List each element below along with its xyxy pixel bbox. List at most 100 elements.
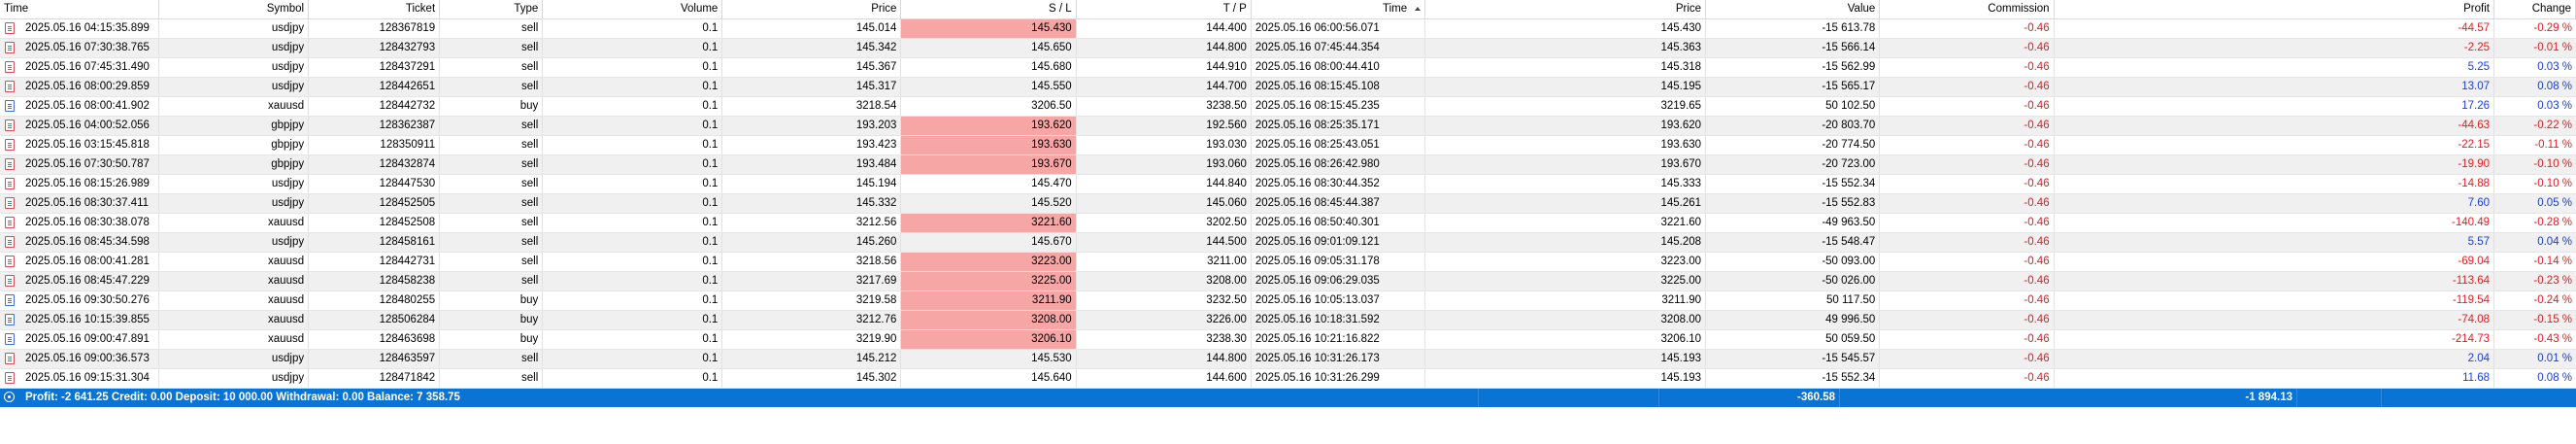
cell-price2: 145.195 [1425,78,1707,96]
cell-time: 2025.05.16 09:00:47.891 [0,330,159,349]
cell-sl: 145.520 [901,194,1077,213]
cell-time2: 2025.05.16 08:15:45.235 [1252,97,1426,116]
cell-commission: -0.46 [1880,272,2055,290]
cell-commission: -0.46 [1880,19,2055,38]
cell-tp: 144.840 [1077,175,1252,193]
cell-change: -0.24 % [2533,294,2573,306]
cell-price: 193.484 [722,155,902,174]
table-row[interactable]: 2025.05.16 09:30:50.276 xauusd 128480255 bu… [0,291,2576,311]
cell-volume: 0.1 [543,311,723,329]
cell-volume: 0.1 [543,350,723,368]
table-row[interactable]: 2025.05.16 08:00:41.902 xauusd 128442732 bu… [0,97,2576,117]
cell-tp: 144.600 [1077,369,1252,388]
cell-profit: -69.04 [2055,253,2495,271]
cell-change: 0.01 % [2537,353,2573,364]
cell-ticket: 128506284 [309,311,441,329]
table-row[interactable]: 2025.05.16 07:45:31.490 usdjpy 128437291 se… [0,58,2576,78]
cell-time2: 2025.05.16 10:05:13.037 [1252,291,1426,310]
summary-value-empty [1479,389,1659,407]
cell-time2: 2025.05.16 07:45:44.354 [1252,39,1426,57]
table-row[interactable]: 2025.05.16 08:00:29.859 usdjpy 128442651 se… [0,78,2576,97]
cell-price2: 193.620 [1425,117,1707,135]
col-header-profit[interactable]: Profit [2055,0,2494,18]
table-row[interactable]: 2025.05.16 08:30:37.411 usdjpy 128452505 se… [0,194,2576,214]
cell-sl: 145.550 [901,78,1077,96]
cell-price2: 145.261 [1425,194,1707,213]
cell-tp: 145.060 [1077,194,1252,213]
cell-volume: 0.1 [543,175,723,193]
open-time-text: 2025.05.16 04:15:35.899 [25,22,150,34]
cell-profit: -14.88 [2055,175,2495,193]
cell-value: -15 552.34 [1706,369,1881,388]
table-row[interactable]: 2025.05.16 08:30:38.078 xauusd 128452508 se… [0,214,2576,233]
table-row[interactable]: 2025.05.16 08:00:41.281 xauusd 128442731 se… [0,253,2576,272]
table-row[interactable]: 2025.05.16 09:15:31.304 usdjpy 128471842 se… [0,369,2576,389]
cell-price2: 145.363 [1425,39,1707,57]
table-row[interactable]: 2025.05.16 08:45:34.598 usdjpy 128458161 se… [0,233,2576,253]
cell-change: 0.03 % [2537,61,2573,73]
col-header-ticket[interactable]: Ticket [309,0,441,18]
cell-type: sell [440,253,544,271]
col-header-close-price[interactable]: Price [1425,0,1707,18]
document-icon [5,139,15,151]
cell-profit: 7.60 [2055,194,2495,213]
cell-value: -15 548.47 [1706,233,1881,252]
table-row[interactable]: 2025.05.16 04:00:52.056 gbpjpy 128362387 se… [0,117,2576,136]
table-row[interactable]: 2025.05.16 08:15:26.989 usdjpy 128447530 se… [0,175,2576,194]
col-header-volume[interactable]: Volume [543,0,723,18]
cell-time: 2025.05.16 04:00:52.056 [0,117,159,135]
cell-profit: -214.73 [2055,330,2495,349]
cell-ticket: 128442732 [309,97,441,116]
open-time-text: 2025.05.16 08:45:34.598 [25,236,150,248]
cell-symbol: xauusd [159,253,310,271]
cell-change: -0.29 % [2533,22,2573,34]
cell-time2: 2025.05.16 06:00:56.071 [1252,19,1426,38]
cell-sl: 145.470 [901,175,1077,193]
cell-time2: 2025.05.16 10:31:26.173 [1252,350,1426,368]
cell-sl: 145.680 [901,58,1077,77]
cell-price: 193.203 [722,117,902,135]
table-row[interactable]: 2025.05.16 08:45:47.229 xauusd 128458238 se… [0,272,2576,291]
cell-time: 2025.05.16 08:45:47.229 [0,272,159,290]
cell-ticket: 128458161 [309,233,441,252]
cell-symbol: usdjpy [159,19,310,38]
cell-time: 2025.05.16 08:45:34.598 [0,233,159,252]
table-row[interactable]: 2025.05.16 07:30:50.787 gbpjpy 128432874 se… [0,155,2576,175]
cell-price: 3218.56 [722,253,902,271]
cell-change: 0.04 % [2537,236,2573,248]
col-header-price[interactable]: Price [722,0,902,18]
col-header-tp[interactable]: T / P [1077,0,1252,18]
document-icon [5,197,15,209]
table-row[interactable]: 2025.05.16 09:00:47.891 xauusd 128463698 bu… [0,330,2576,350]
open-time-text: 2025.05.16 08:45:47.229 [25,275,150,287]
cell-sl: 3221.60 [901,214,1077,232]
table-row[interactable]: 2025.05.16 03:15:45.818 gbpjpy 128350911 se… [0,136,2576,155]
col-header-value[interactable]: Value [1706,0,1881,18]
cell-time: 2025.05.16 08:00:41.281 [0,253,159,271]
cell-value: -15 545.57 [1706,350,1881,368]
cell-value: -15 552.34 [1706,175,1881,193]
table-row[interactable]: 2025.05.16 10:15:39.855 xauusd 128506284 bu… [0,311,2576,330]
col-header-change[interactable]: Change [2494,0,2576,18]
cell-commission: -0.46 [1880,155,2055,174]
col-header-time[interactable]: Time [0,0,159,18]
cell-volume: 0.1 [543,194,723,213]
col-header-symbol[interactable]: Symbol [159,0,310,18]
cell-profit: 5.57 [2055,233,2495,252]
table-row[interactable]: 2025.05.16 07:30:38.765 usdjpy 128432793 se… [0,39,2576,58]
table-row[interactable]: 2025.05.16 04:15:35.899 usdjpy 128367819 se… [0,19,2576,39]
cell-symbol: xauusd [159,330,310,349]
cell-change: 0.03 % [2537,100,2573,112]
cell-profit: -74.08 [2055,311,2495,329]
cell-sl: 193.670 [901,155,1077,174]
table-row[interactable]: 2025.05.16 09:00:36.573 usdjpy 128463597 se… [0,350,2576,369]
document-icon [5,333,15,345]
col-header-sl[interactable]: S / L [901,0,1077,18]
col-header-close-time[interactable]: Time [1252,0,1426,18]
cell-profit: 11.68 [2055,369,2495,388]
cell-type: sell [440,155,544,174]
col-header-commission[interactable]: Commission [1880,0,2055,18]
summary-text: Profit: -2 641.25 Credit: 0.00 Deposit: … [25,392,460,403]
col-header-type[interactable]: Type [440,0,544,18]
cell-profit: -119.54 [2055,291,2495,310]
